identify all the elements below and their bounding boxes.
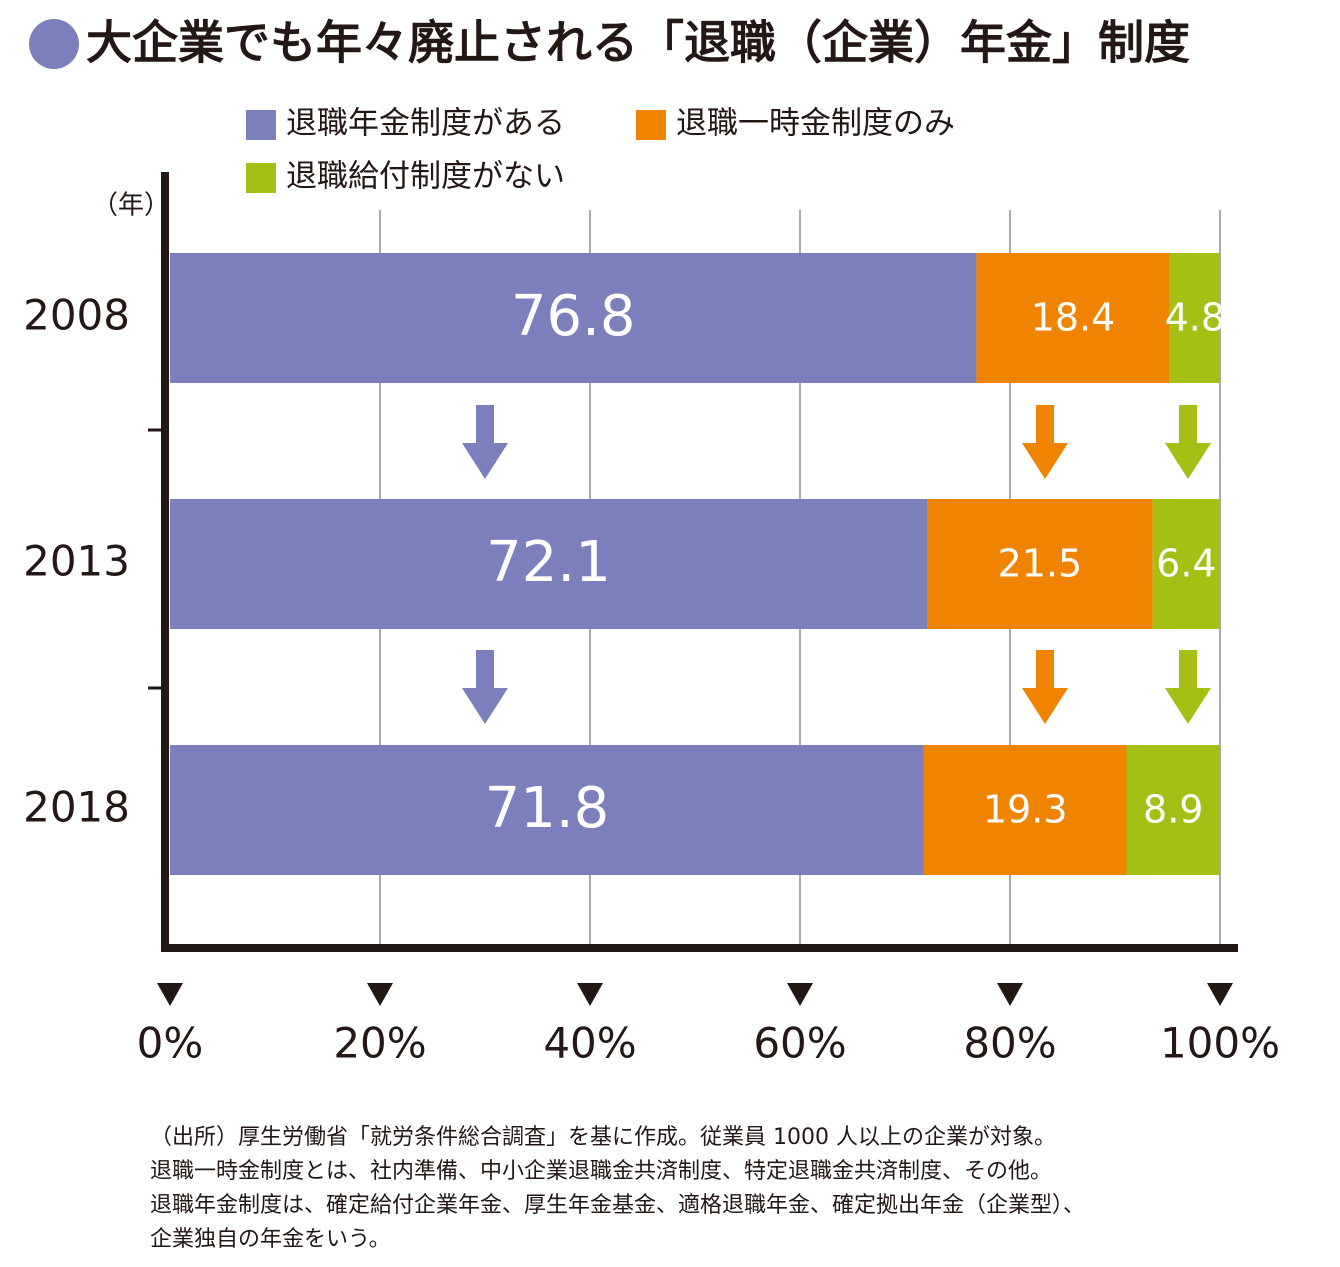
y-axis-label: （年）	[92, 191, 170, 221]
legend-label: 退職年金制度がある	[286, 106, 565, 142]
trend-arrow	[1165, 405, 1211, 479]
y-tick-label: 2018	[23, 783, 130, 832]
arrows	[462, 405, 1211, 724]
x-tick-label: 60%	[753, 1019, 846, 1068]
value-label: 21.5	[998, 542, 1083, 586]
trend-arrow	[1022, 405, 1068, 479]
value-label: 18.4	[1031, 296, 1116, 340]
value-label: 71.8	[485, 776, 610, 841]
trend-arrow	[1022, 650, 1068, 724]
bar-segment	[1126, 745, 1220, 875]
bar-segment	[170, 499, 928, 629]
x-tick-label: 40%	[543, 1019, 636, 1068]
tick-marker	[787, 983, 813, 1006]
value-label: 4.8	[1165, 296, 1225, 340]
x-tick-label: 20%	[333, 1019, 426, 1068]
y-tick-label: 2013	[23, 537, 130, 586]
legend-swatch	[636, 110, 666, 140]
value-label: 72.1	[486, 530, 611, 595]
tick-marker	[577, 983, 603, 1006]
value-label: 76.8	[511, 284, 636, 349]
legend-swatch	[246, 163, 276, 193]
trend-arrow	[462, 650, 508, 724]
note: （出所）厚生労働省「就労条件総合調査」を基に作成。従業員 1000 人以上の企業…	[150, 1125, 1056, 1150]
bar-segment	[1169, 253, 1220, 383]
chart-title: 大企業でも年々廃止される「退職（企業）年金」制度	[86, 16, 1190, 70]
note: 企業独自の年金をいう。	[150, 1227, 391, 1252]
value-label: 8.9	[1143, 788, 1203, 832]
note: 退職年金制度は、確定給付企業年金、厚生年金基金、適格退職年金、確定拠出年金（企業…	[150, 1193, 1085, 1218]
bar-segment	[170, 253, 977, 383]
x-tick-label: 100%	[1160, 1019, 1280, 1068]
legend-swatch	[246, 110, 276, 140]
x-tick-label: 80%	[963, 1019, 1056, 1068]
legend-label: 退職給付制度がない	[286, 159, 565, 195]
bar-segment	[927, 499, 1153, 629]
tick-marker	[157, 983, 183, 1006]
bar-segment	[976, 253, 1170, 383]
tick-marker	[1207, 983, 1233, 1006]
tick-marker	[997, 983, 1023, 1006]
tick-marker	[367, 983, 393, 1006]
note: 退職一時金制度とは、社内準備、中小企業退職金共済制度、特定退職金共済制度、その他…	[150, 1159, 1052, 1184]
bar-segment	[1152, 499, 1220, 629]
value-label: 6.4	[1156, 542, 1216, 586]
bar-segment	[170, 745, 924, 875]
value-label: 19.3	[983, 788, 1068, 832]
bar-segment	[923, 745, 1127, 875]
legend-label: 退職一時金制度のみ	[676, 106, 955, 142]
trend-arrow	[1165, 650, 1211, 724]
y-tick-label: 2008	[23, 291, 130, 340]
title-bullet	[29, 19, 79, 69]
x-tick-label: 0%	[137, 1019, 204, 1068]
trend-arrow	[462, 405, 508, 479]
